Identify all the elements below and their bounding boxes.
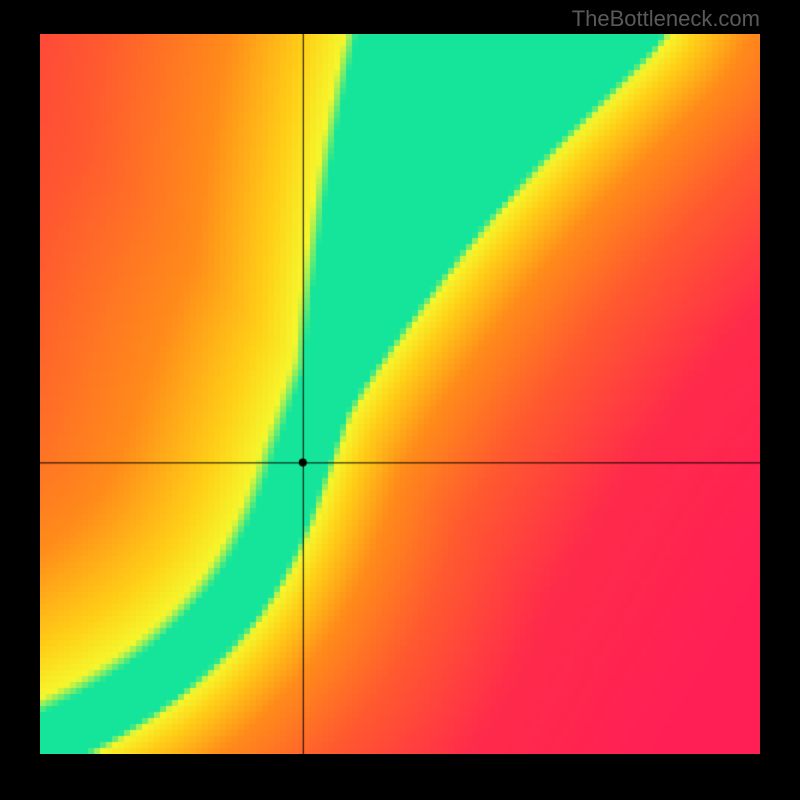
heatmap-canvas (40, 34, 760, 754)
heatmap-plot (40, 34, 760, 754)
watermark-text: TheBottleneck.com (572, 6, 760, 32)
